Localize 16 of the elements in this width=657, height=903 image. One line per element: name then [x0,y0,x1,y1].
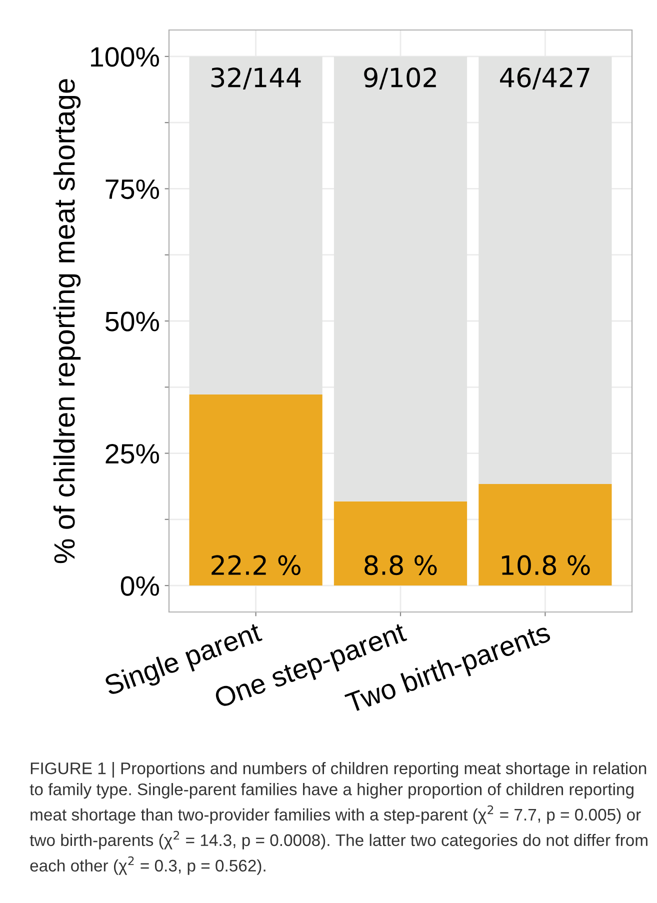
annotation: 46/427 [500,68,590,90]
y-tick-label: 100% [91,47,159,67]
y-axis-title: % of children reporting meat shortage [53,79,81,564]
y-tick-label: 0% [120,576,159,596]
annotation: 22.2 % [212,555,300,576]
y-tick-label: 75% [106,180,159,200]
annotation: 10.8 % [502,555,590,576]
annotation: 8.8 % [364,555,437,576]
y-tick-label: 25% [106,444,159,464]
bar [334,501,468,586]
annotation: 32/144 [211,68,301,90]
annotation: 9/102 [364,68,436,90]
text: FIGURE 1 | Proportions and numbers of children reporting meat shortage in relation to family type. Single-parent families have a higher proportion of children reporting meat shortage than two-provider families with a step-parent (χ$^{2}$ = 7.7, p = 0.005) or two birth-parents (χ$^{2}$ = 14.3, p = 0.0008). The latter two categories do not differ from each other (χ$^{2}$ = 0.3, p = 0.562). [30,762,648,875]
bar [189,394,322,586]
bar [478,484,612,586]
y-tick-label: 50% [105,312,159,332]
